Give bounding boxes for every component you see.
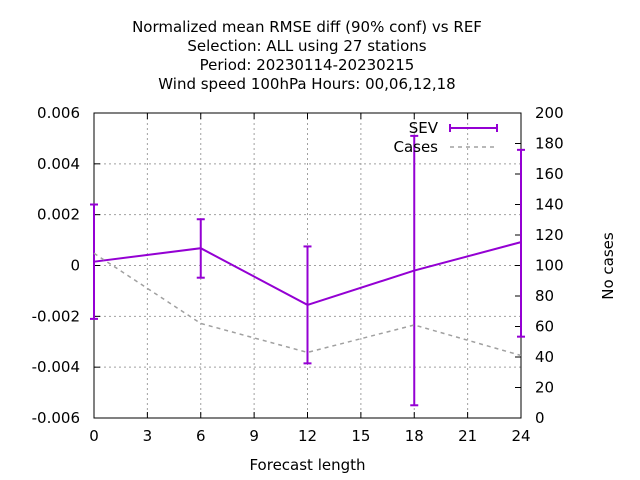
title-line: Selection: ALL using 27 stations [187,37,426,55]
y-right-tick-label: 80 [535,287,554,305]
x-tick-label: 12 [298,427,317,445]
y-right-tick-label: 120 [535,226,564,244]
x-tick-label: 15 [351,427,370,445]
y-left-tick-label: 0 [70,257,80,275]
y-right-tick-label: 20 [535,379,554,397]
y-right-tick-label: 180 [535,135,564,153]
y-left-tick-label: -0.004 [32,358,80,376]
y-left-tick-label: -0.002 [32,307,80,325]
y-left-tick-label: -0.006 [32,409,80,427]
series [90,134,525,407]
y-left-tick-label: 0.002 [37,206,80,224]
chart-title: Normalized mean RMSE diff (90% conf) vs … [132,18,482,93]
y-right-tick-label: 40 [535,348,554,366]
x-tick-label: 6 [196,427,206,445]
x-tick-label: 9 [249,427,259,445]
x-axis-label: Forecast length [249,456,365,474]
y-right-tick-label: 140 [535,196,564,214]
y-right-tick-label: 200 [535,104,564,122]
x-tick-label: 3 [143,427,153,445]
y-right-tick-label: 60 [535,318,554,336]
x-tick-label: 24 [511,427,530,445]
x-axis: 0 3 6 9 12 15 18 21 24 [89,113,531,445]
y-axis-right-label: No cases [599,232,617,300]
title-line: Wind speed 100hPa Hours: 00,06,12,18 [158,75,455,93]
legend-label: SEV [409,119,439,137]
y-right-tick-label: 0 [535,409,545,427]
title-line: Period: 20230114-20230215 [200,56,415,74]
y-left-tick-label: 0.006 [37,104,80,122]
y-left-tick-label: 0.004 [37,155,80,173]
x-tick-label: 18 [405,427,424,445]
legend-label: Cases [393,138,438,156]
series-line-cases [93,252,522,357]
y-axis-left: 0.006 0.004 0.002 0 -0.002 -0.004 -0.006 [32,104,100,427]
x-tick-label: 0 [89,427,99,445]
y-right-tick-label: 160 [535,165,564,183]
x-tick-label: 21 [458,427,477,445]
title-line: Normalized mean RMSE diff (90% conf) vs … [132,18,482,36]
y-right-tick-label: 100 [535,257,564,275]
grid [94,113,521,418]
